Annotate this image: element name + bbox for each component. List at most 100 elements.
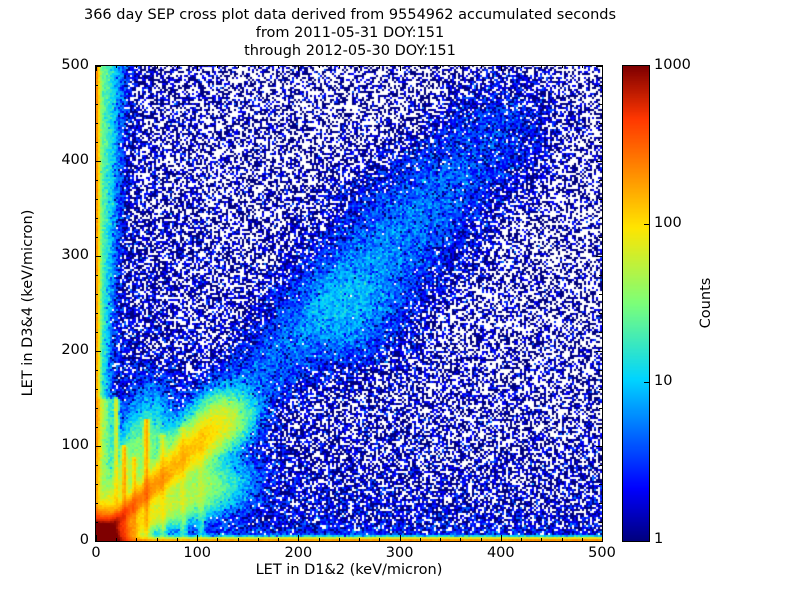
colorbar-tick-label: 10 (654, 373, 673, 389)
y-tick-left (95, 199, 98, 200)
x-tick-top (440, 65, 442, 68)
y-axis-label-wrap: LET in D3&4 (keV/micron) (20, 210, 48, 397)
y-tick-right (599, 408, 602, 409)
x-tick-top (318, 65, 320, 68)
y-tick-right (599, 389, 602, 390)
x-tick-bottom (521, 538, 523, 541)
x-tick-bottom (602, 535, 603, 541)
x-tick-bottom (419, 538, 421, 541)
x-tick-top (116, 65, 118, 68)
y-tick-right (599, 503, 602, 504)
y-tick-right (599, 465, 602, 466)
x-tick-bottom (298, 535, 300, 541)
y-axis-label: LET in D3&4 (keV/micron) (20, 209, 36, 397)
y-tick-left (95, 427, 98, 428)
x-tick-top (156, 65, 158, 68)
y-tick-right (596, 256, 602, 257)
y-tick-right (599, 332, 602, 333)
x-tick-top (521, 65, 523, 68)
x-tick-top (581, 65, 583, 68)
plot-title-line-3: through 2012-05-30 DOY:151 (244, 43, 456, 59)
y-tick-right (599, 427, 602, 428)
x-tick-label: 400 (486, 545, 515, 561)
x-tick-top (217, 65, 219, 68)
y-tick-left (95, 503, 98, 504)
x-tick-bottom (217, 538, 219, 541)
x-tick-bottom (399, 535, 401, 541)
y-tick-label: 100 (61, 437, 89, 453)
y-tick-left (95, 142, 98, 143)
y-tick-left (95, 85, 98, 86)
y-tick-right (596, 161, 602, 162)
x-axis-label: LET in D1&2 (keV/micron) (255, 562, 443, 578)
x-tick-top (500, 65, 502, 71)
y-tick-left (95, 275, 98, 276)
x-tick-top (338, 65, 340, 68)
y-tick-right (599, 484, 602, 485)
y-tick-left (95, 294, 98, 295)
x-tick-top (176, 65, 178, 68)
x-tick-bottom (278, 538, 280, 541)
y-tick-right (599, 237, 602, 238)
y-tick-right (599, 123, 602, 124)
x-tick-label: 200 (284, 545, 313, 561)
y-tick-left (95, 237, 98, 238)
y-tick-right (599, 199, 602, 200)
y-tick-left (95, 389, 98, 390)
y-tick-left (95, 161, 101, 162)
plot-title: 366 day SEP cross plot data derived from… (0, 6, 700, 60)
x-tick-bottom (480, 538, 482, 541)
y-tick-right (599, 85, 602, 86)
y-tick-right (599, 180, 602, 181)
x-tick-top (460, 65, 462, 68)
y-tick-left (95, 313, 98, 314)
x-tick-bottom (96, 535, 97, 541)
y-tick-left (95, 218, 98, 219)
colorbar-tick-label: 1000 (654, 57, 691, 73)
colorbar-label-wrap: Counts (698, 278, 726, 329)
colorbar-label: Counts (698, 277, 714, 329)
y-tick-label: 400 (61, 152, 89, 168)
x-tick-bottom (176, 538, 178, 541)
y-tick-left (95, 256, 101, 257)
y-tick-label: 200 (61, 342, 89, 358)
x-tick-label: 500 (588, 545, 616, 561)
x-tick-top (96, 65, 97, 71)
x-tick-bottom (440, 538, 442, 541)
x-tick-top (197, 65, 199, 71)
x-tick-top (419, 65, 421, 68)
x-tick-top (257, 65, 259, 68)
x-tick-top (136, 65, 138, 68)
x-tick-bottom (197, 535, 199, 541)
x-tick-top (541, 65, 543, 68)
x-tick-label: 100 (183, 545, 212, 561)
x-tick-top (561, 65, 563, 68)
x-tick-bottom (156, 538, 158, 541)
y-tick-left (95, 465, 98, 466)
colorbar-gradient (623, 66, 649, 541)
y-tick-label: 500 (61, 57, 89, 73)
x-tick-top (298, 65, 300, 71)
x-tick-top (359, 65, 361, 68)
y-tick-left (95, 104, 98, 105)
y-tick-left (95, 351, 101, 352)
x-tick-bottom (581, 538, 583, 541)
colorbar-tick (644, 224, 649, 225)
plot-title-line-2: from 2011-05-31 DOY:151 (255, 25, 445, 41)
y-tick-left (95, 123, 98, 124)
y-tick-right (596, 351, 602, 352)
x-tick-bottom (338, 538, 340, 541)
x-tick-top (399, 65, 401, 71)
colorbar-tick-label: 1 (654, 531, 664, 547)
colorbar (622, 65, 650, 542)
x-tick-bottom (318, 538, 320, 541)
x-tick-top (480, 65, 482, 68)
x-tick-top (237, 65, 239, 68)
x-tick-label: 0 (91, 545, 101, 561)
scatter-density-plot (96, 66, 602, 541)
y-tick-left (95, 541, 101, 542)
x-tick-bottom (500, 535, 502, 541)
x-tick-bottom (237, 538, 239, 541)
x-tick-label: 300 (385, 545, 414, 561)
